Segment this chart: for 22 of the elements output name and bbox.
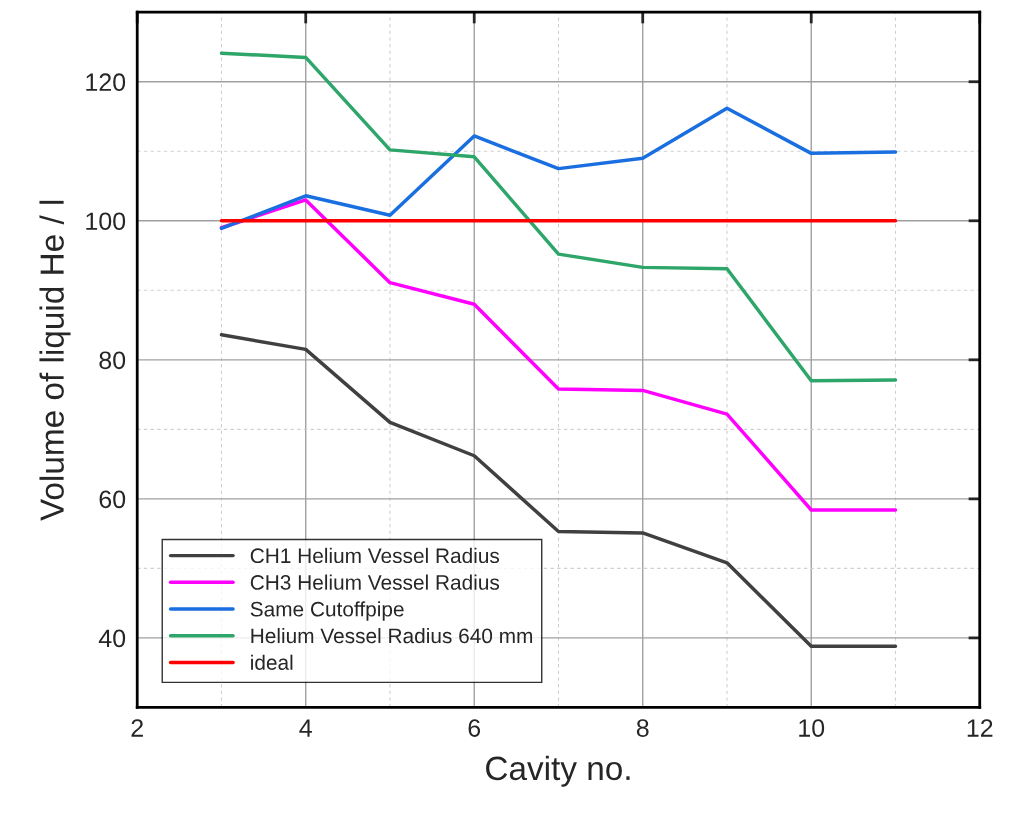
legend-label: Helium Vessel Radius 640 mm (251, 627, 533, 644)
x-tick-label: 10 (799, 719, 825, 737)
legend-label: ideal (251, 654, 293, 670)
x-tick-label: 4 (299, 719, 312, 737)
x-tick-label: 6 (468, 719, 481, 737)
line-series (219, 106, 898, 231)
y-tick-label: 80 (99, 351, 126, 370)
y-tick-label: 40 (98, 629, 126, 648)
line-series (219, 198, 898, 512)
y-axis-title: Volume of liquid He / l (39, 200, 71, 521)
x-tick-label: 2 (131, 719, 143, 737)
y-tick-label: 100 (86, 212, 126, 231)
legend-label: Same Cutoffpipe (250, 601, 404, 621)
line-series (219, 51, 898, 383)
line-series (219, 333, 898, 648)
legend-label: CH1 Helium Vessel Radius (250, 547, 500, 564)
y-tick-label: 120 (86, 73, 126, 92)
legend-label: CH3 Helium Vessel Radius (250, 574, 500, 590)
x-tick-label: 12 (967, 719, 993, 737)
y-tick-label: 60 (99, 490, 126, 509)
x-tick-label: 8 (636, 719, 649, 737)
x-axis-title: Cavity no. (486, 755, 630, 787)
